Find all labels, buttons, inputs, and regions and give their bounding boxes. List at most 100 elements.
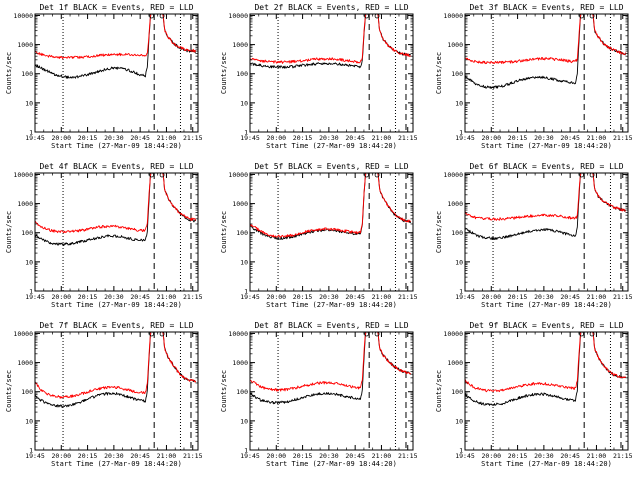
y-tick-label: 1: [29, 129, 33, 137]
lld-series-line: [35, 172, 197, 234]
detector-panel: Det 5f BLACK = Events, RED = LLD 1 10 100 10…: [220, 162, 418, 309]
plot-frame: [34, 172, 199, 292]
x-tick-label: 20:15: [293, 134, 313, 142]
plot-frame: [249, 331, 414, 451]
y-tick-label: 1000: [447, 200, 463, 208]
x-tick-label: 19:45: [455, 293, 475, 301]
y-tick-label: 100: [21, 70, 33, 78]
detector-panel: Det 2f BLACK = Events, RED = LLD 1 10 100 10…: [220, 3, 418, 150]
y-tick-label: 100: [236, 229, 248, 237]
y-tick-label: 10: [25, 417, 33, 425]
x-tick-label: 20:45: [130, 452, 150, 460]
x-tick-label: 20:30: [104, 134, 124, 142]
y-tick-label: 10: [240, 99, 248, 107]
panel-title: Det 4f BLACK = Events, RED = LLD: [39, 162, 193, 171]
x-tick-label: 20:45: [130, 134, 150, 142]
y-tick-label: 10: [455, 99, 463, 107]
y-axis-label: Counts/sec: [220, 211, 228, 253]
panel-title: Det 3f BLACK = Events, RED = LLD: [469, 3, 623, 12]
x-tick-label: 19:45: [25, 452, 45, 460]
plot-frame: [249, 13, 414, 133]
x-tick-label: 20:45: [130, 293, 150, 301]
y-tick-label: 10: [240, 258, 248, 266]
panel-title: Det 2f BLACK = Events, RED = LLD: [254, 3, 408, 12]
y-tick-label: 1: [29, 447, 33, 455]
panel-title: Det 8f BLACK = Events, RED = LLD: [254, 321, 408, 330]
lld-series-line: [249, 172, 412, 238]
x-tick-label: 21:00: [372, 134, 392, 142]
x-tick-label: 20:30: [534, 452, 554, 460]
x-tick-label: 21:00: [157, 452, 177, 460]
y-tick-label: 1000: [17, 41, 33, 49]
x-tick-label: 20:00: [482, 134, 502, 142]
x-tick-label: 20:00: [267, 134, 287, 142]
x-tick-label: 20:30: [104, 293, 124, 301]
y-tick-label: 10000: [13, 171, 33, 179]
plot-frame: [249, 172, 414, 292]
x-tick-label: 19:45: [455, 452, 475, 460]
x-tick-label: 21:15: [398, 134, 418, 142]
x-tick-label: 20:00: [267, 293, 287, 301]
y-axis-label: Counts/sec: [435, 370, 443, 412]
x-tick-label: 21:15: [613, 293, 633, 301]
panel-title: Det 9f BLACK = Events, RED = LLD: [469, 321, 623, 330]
x-tick-label: 20:30: [104, 452, 124, 460]
x-tick-label: 21:00: [587, 452, 607, 460]
lld-series-line: [34, 13, 197, 60]
y-tick-label: 100: [451, 229, 463, 237]
lld-series-line: [464, 13, 627, 65]
detector-panel: Det 8f BLACK = Events, RED = LLD 1 10 100 10…: [220, 321, 418, 468]
detector-panel: Det 1f BLACK = Events, RED = LLD 1 10 100 10…: [5, 3, 203, 150]
y-tick-label: 1000: [232, 41, 248, 49]
x-tick-label: 21:00: [372, 452, 392, 460]
x-tick-label: 21:15: [183, 134, 203, 142]
y-tick-label: 1: [244, 447, 248, 455]
x-tick-label: 20:15: [508, 134, 528, 142]
x-tick-label: 20:45: [560, 452, 580, 460]
lld-series-line: [249, 331, 412, 392]
x-tick-label: 20:30: [319, 134, 339, 142]
x-axis-label: Start Time (27-Mar-09 18:44:20): [481, 142, 612, 150]
y-axis-label: Counts/sec: [220, 370, 228, 412]
y-tick-label: 100: [21, 388, 33, 396]
plot-frame: [34, 331, 199, 451]
x-tick-label: 21:00: [587, 293, 607, 301]
x-tick-label: 20:15: [508, 452, 528, 460]
x-tick-label: 20:30: [534, 293, 554, 301]
x-tick-label: 20:15: [293, 452, 313, 460]
y-tick-label: 10: [25, 99, 33, 107]
x-tick-label: 19:45: [240, 293, 260, 301]
x-tick-label: 20:45: [345, 134, 365, 142]
x-tick-label: 21:15: [398, 293, 418, 301]
x-axis-label: Start Time (27-Mar-09 18:44:20): [481, 301, 612, 309]
plot-frame: [464, 331, 629, 451]
y-axis-label: Counts/sec: [435, 52, 443, 94]
x-tick-label: 21:15: [613, 452, 633, 460]
x-tick-label: 20:15: [293, 293, 313, 301]
y-tick-label: 10000: [443, 12, 463, 20]
x-tick-label: 20:00: [267, 452, 287, 460]
y-tick-label: 10000: [13, 330, 33, 338]
plot-frame: [464, 13, 629, 133]
x-axis-label: Start Time (27-Mar-09 18:44:20): [481, 460, 612, 468]
x-axis-label: Start Time (27-Mar-09 18:44:20): [51, 460, 182, 468]
lld-series-line: [464, 331, 627, 393]
x-tick-label: 20:15: [78, 452, 98, 460]
y-tick-label: 10: [455, 417, 463, 425]
y-tick-label: 1: [244, 288, 248, 296]
y-axis-label: Counts/sec: [5, 52, 13, 94]
y-tick-label: 1000: [447, 41, 463, 49]
x-tick-label: 21:15: [613, 134, 633, 142]
x-tick-label: 20:15: [78, 293, 98, 301]
x-axis-label: Start Time (27-Mar-09 18:44:20): [266, 301, 397, 309]
events-series-line: [249, 331, 412, 405]
x-axis-label: Start Time (27-Mar-09 18:44:20): [51, 142, 182, 150]
y-tick-label: 10000: [443, 330, 463, 338]
detector-panel: Det 9f BLACK = Events, RED = LLD 1 10 100 10…: [435, 321, 633, 468]
y-tick-label: 10000: [443, 171, 463, 179]
x-tick-label: 20:00: [482, 293, 502, 301]
y-tick-label: 1: [459, 288, 463, 296]
x-tick-label: 20:30: [319, 452, 339, 460]
